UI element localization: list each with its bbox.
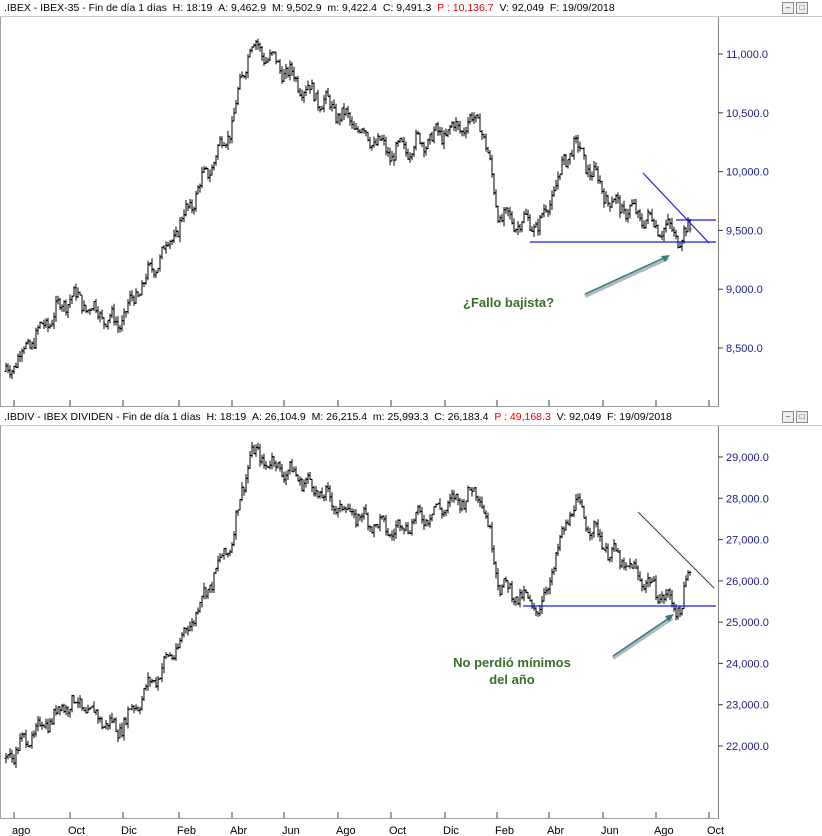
x-tick-label: Oct [68, 825, 85, 836]
arrow-head-icon [661, 255, 670, 262]
y-tick-label: 9,000.0 [726, 284, 763, 296]
x-tick-label: Abr [230, 825, 247, 836]
x-tick-label: ago [12, 825, 30, 836]
ibex-panel: 8,500.0 9,000.0 9,500.0 10,000.0 10,500.0 11,… [0, 16, 769, 407]
ibdiv-date: F: 19/09/2018 [607, 411, 672, 423]
y-tick-label: 8,500.0 [726, 343, 763, 355]
x-tick-label: Jun [601, 825, 619, 836]
x-tick-label: Oct [389, 825, 406, 836]
ibdiv-symbol: .IBDIV - IBEX DIVIDEN - Fin de día 1 día… [4, 411, 201, 423]
plot-frame [0, 425, 719, 819]
x-tick-label: Abr [547, 825, 564, 836]
ibex-low: m: 9,422.4 [327, 2, 378, 14]
ibex-volume: V: 92,049 [499, 2, 545, 14]
minimize-icon[interactable]: – [782, 2, 794, 14]
annotation-arrow [584, 255, 669, 295]
x-tick-label: Ago [336, 825, 356, 836]
y-tick-label: 25,000.0 [726, 617, 769, 629]
y-tick-label: 23,000.0 [726, 700, 769, 712]
ibex-open: A: 9,462.9 [218, 2, 267, 14]
ibex-p-value: P : 10,136.7 [437, 2, 494, 14]
y-tick-label: 27,000.0 [726, 535, 769, 547]
x-tick-label: Feb [495, 825, 514, 836]
ibdiv-open: A: 26,104.9 [252, 411, 306, 423]
ibdiv-panel-header: .IBDIV - IBEX DIVIDEN - Fin de día 1 día… [0, 409, 822, 426]
y-tick-label: 29,000.0 [726, 452, 769, 464]
x-tick-label: Jun [282, 825, 300, 836]
x-tick-label: Dic [121, 825, 137, 836]
y-tick-label: 11,000.0 [726, 49, 768, 61]
y-tick-label: 28,000.0 [726, 493, 769, 505]
annotation-no-perdio-minimos: No perdió mínimos [453, 655, 571, 670]
ibdiv-low: m: 25,993.3 [372, 411, 429, 423]
ibex-header-text: .IBEX - IBEX-35 - Fin de día 1 días H: 1… [4, 0, 615, 16]
plot-frame [0, 16, 719, 407]
annotation-fallo-bajista: ¿Fallo bajista? [463, 295, 554, 310]
y-tick-label: 10,000.0 [726, 167, 769, 179]
ibex-close: C: 9,491.3 [382, 2, 432, 14]
downtrend-line [637, 511, 715, 589]
ibdiv-close: C: 26,183.4 [434, 411, 489, 423]
x-tick-label: Feb [177, 825, 196, 836]
ibex-date: F: 19/09/2018 [549, 2, 615, 14]
ibex-high: M: 9,502.9 [271, 2, 322, 14]
annotation-arrow-shadow [584, 256, 669, 298]
arrow-head-icon [665, 614, 674, 622]
x-tick-label: Oct [707, 825, 724, 836]
annotation-arrow [612, 615, 673, 657]
y-tick-label: 9,500.0 [726, 225, 763, 237]
maximize-icon[interactable]: □ [796, 411, 808, 423]
ibdiv-volume: V: 92,049 [556, 411, 602, 423]
x-tick-label: Dic [443, 825, 459, 836]
ibex-time: H: 18:19 [172, 2, 213, 14]
ibex-symbol: .IBEX - IBEX-35 - Fin de día 1 días [4, 2, 167, 14]
ibdiv-high: M: 26,215.4 [311, 411, 368, 423]
y-tick-label: 24,000.0 [726, 658, 769, 670]
ibdiv-time: H: 18:19 [206, 411, 247, 423]
y-tick-label: 10,500.0 [726, 108, 769, 120]
ibdiv-panel: 22,000.0 23,000.0 24,000.0 25,000.0 26,000.0… [0, 425, 769, 836]
y-tick-label: 26,000.0 [726, 576, 769, 588]
annotation-arrow-shadow [611, 616, 674, 660]
minimize-icon[interactable]: – [782, 411, 794, 423]
ibdiv-header-text: .IBDIV - IBEX DIVIDEN - Fin de día 1 día… [4, 409, 672, 425]
x-tick-label: Ago [654, 825, 674, 836]
y-tick-label: 22,000.0 [726, 741, 769, 753]
maximize-icon[interactable]: □ [796, 2, 808, 14]
annotation-del-anio: del año [489, 672, 535, 687]
ibex-panel-header: .IBEX - IBEX-35 - Fin de día 1 días H: 1… [0, 0, 822, 17]
downtrend-line [642, 172, 710, 244]
ibdiv-p-value: P : 49,168.3 [494, 411, 551, 423]
